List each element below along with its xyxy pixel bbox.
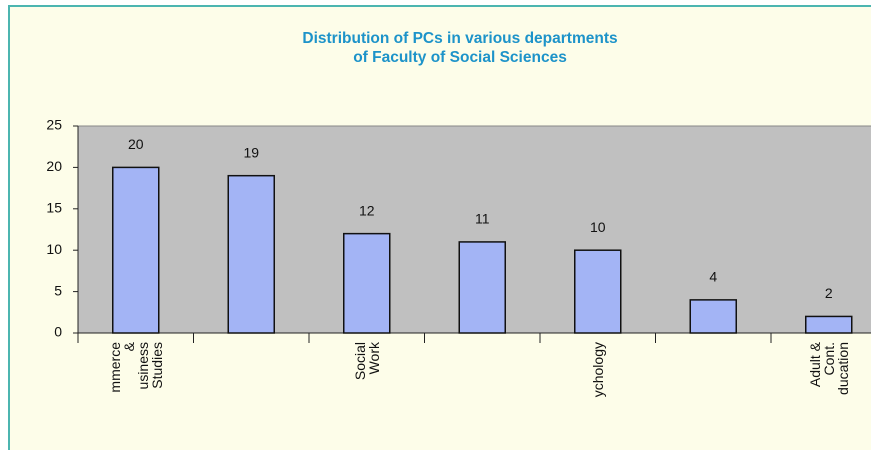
y-tick-label: 10 [46,241,62,257]
y-tick-label: 15 [46,200,62,216]
x-tick-label: mmerce & usiness Studies [106,342,165,393]
bar [574,249,622,334]
value-label: 12 [359,202,375,218]
y-tick-label: 0 [54,324,62,340]
value-label: 19 [243,144,259,160]
category-labels: mmerce & usiness Studies Social Work ychol… [0,340,871,426]
bar [458,241,506,334]
x-tick-label: Social Work [351,342,382,381]
y-tick-label: 25 [46,117,62,133]
x-tick-label: Adult & Cont. ducation [806,342,851,395]
bar [689,299,737,334]
value-label: 10 [590,219,606,235]
value-label: 20 [128,136,144,152]
bar [112,166,160,334]
y-tick-label: 5 [54,282,62,298]
bar [343,232,391,334]
x-tick-label: ychology [589,342,606,398]
value-label: 4 [709,269,717,285]
value-label: 11 [475,211,490,227]
bar [805,315,853,334]
bar [227,174,275,334]
y-tick-label: 20 [46,158,62,174]
chart-title: Distribution of PCs in various departmen… [302,30,618,66]
value-label: 2 [825,285,833,301]
